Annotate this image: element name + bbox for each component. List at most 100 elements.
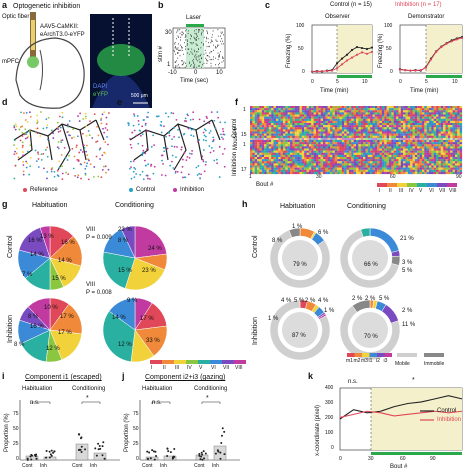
bout-cell [341,120,345,124]
bout-cell [257,161,260,164]
bout-cell [299,118,302,121]
bout-cell [454,129,458,132]
bout-cell [370,135,373,138]
bout-cell [261,169,265,172]
bout-cell [377,161,380,164]
bout-cell [443,142,446,145]
bout-cell [445,152,448,155]
bout-cell [297,154,300,158]
bout-cell [250,150,253,153]
bout-cell [400,163,404,166]
bout-cell [410,167,413,170]
bout-cell [407,140,411,143]
bout-cell [334,123,338,126]
bout-cell [393,125,397,128]
bout-cell [294,110,298,113]
bout-cell [301,157,305,160]
bout-cell [332,169,335,172]
bout-cell [275,154,279,158]
bout-cell [327,157,331,160]
bout-cell [459,112,463,115]
colorbar-swatch [437,183,447,187]
bout-cell [250,154,253,158]
bout-cell [254,167,258,170]
bout-cell [339,159,342,162]
bout-cell [282,125,286,128]
bout-cell [412,144,415,147]
embedding-point [99,158,101,160]
bout-cell [421,135,425,138]
bout-cell [452,120,456,124]
bout-cell [367,161,371,164]
bout-cell [403,127,406,130]
bout-cell [297,106,300,109]
embedding-point [66,159,69,161]
bout-cell [250,161,253,164]
embedding-point [127,124,130,127]
bout-cell [266,152,269,155]
bout-cell [332,159,335,162]
bout-cell [299,140,302,143]
bout-cell [421,161,425,164]
bout-cell [259,118,262,121]
bout-cell [393,163,397,166]
g-class-label: V [199,365,203,371]
bout-cell [327,142,331,145]
raster-xlabel: Time (sec) [180,78,209,84]
bout-cell [264,131,267,134]
bout-cell [424,106,427,109]
bout-cell [278,157,281,160]
embedding-point [220,133,222,136]
bout-cell [325,169,328,172]
bout-cell [271,125,274,128]
bout-cell [407,144,411,147]
embedding-point [78,120,81,122]
bout-cell [370,148,373,151]
embedding-point [35,127,38,130]
bout-cell [273,131,277,134]
bout-cell [308,163,312,166]
bout-cell [396,165,399,168]
bout-cell [381,120,385,124]
embedding-point [103,151,106,154]
bout-cell [417,140,420,143]
bout-cell [320,163,324,166]
bout-cell [339,167,342,170]
bout-cell [280,116,284,119]
bout-cell [287,150,291,153]
bout-cell [330,125,333,128]
bout-cell [257,106,260,109]
bout-cell [308,131,312,134]
bout-cell [391,112,394,115]
embedding-point [106,136,108,138]
bout-cell [398,142,401,145]
bout-cell [301,108,305,111]
data-point [310,70,314,73]
bout-cell [282,106,286,109]
bout-cell [299,125,302,128]
bout-cell [313,165,317,168]
bout-cell [433,144,437,147]
donut-pct-label: 79 % [293,262,307,268]
bout-cell [459,148,463,151]
bout-cell [363,116,366,119]
bout-cell [313,146,317,149]
subject-dot [198,454,201,457]
bout-cell [294,169,298,172]
bout-cell [388,159,392,162]
bout-cell [377,146,380,149]
bout-cell [431,152,434,155]
bout-cell [374,148,378,151]
bout-cell [306,150,309,153]
embedding-point [145,148,148,151]
bout-cell [424,140,427,143]
bout-cell [268,123,272,126]
panel-f-label: f [235,97,238,107]
embedding-point [185,159,188,162]
bout-cell [325,123,328,126]
bout-cell [381,112,385,115]
bout-cell [459,144,463,147]
bout-cell [252,118,255,121]
bout-cell [313,114,317,117]
embedding-point [186,155,189,158]
